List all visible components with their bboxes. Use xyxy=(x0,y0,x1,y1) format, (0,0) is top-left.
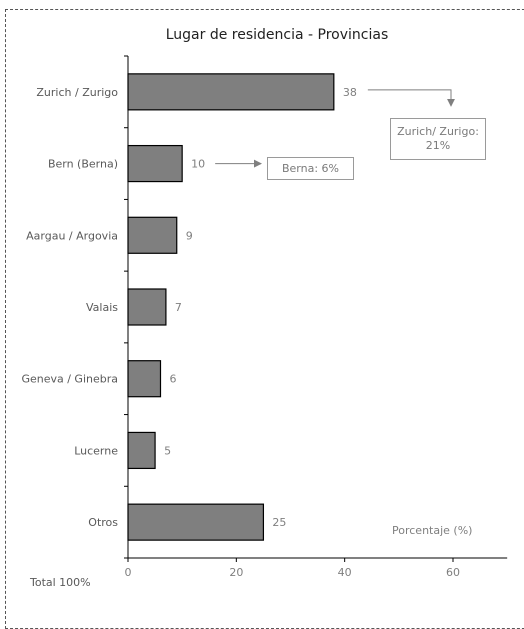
x-tick-label: 0 xyxy=(125,566,132,579)
bar xyxy=(127,503,265,541)
bar xyxy=(127,216,178,254)
category-label: Zurich / Zurigo xyxy=(36,86,118,99)
category-label: Aargau / Argovia xyxy=(26,229,118,242)
category-label: Bern (Berna) xyxy=(48,158,118,171)
callout-zurich-line2: 21% xyxy=(425,139,451,152)
data-label: 25 xyxy=(272,516,286,529)
callout-zurich-arrow xyxy=(367,89,455,107)
bar xyxy=(127,431,156,470)
category-label: Lucerne xyxy=(74,444,118,457)
bar xyxy=(127,360,162,398)
data-label: 6 xyxy=(170,373,177,386)
data-label: 5 xyxy=(164,444,171,457)
bar xyxy=(127,144,183,183)
data-label: 10 xyxy=(191,158,205,171)
x-tick-label: 40 xyxy=(338,566,352,579)
category-label: Otros xyxy=(88,516,118,529)
bar-chart: 0 20 40 60 Zurich / Zurigo 38 Bern (Berna) 10 Aa… xyxy=(21,55,508,579)
chart-title: Lugar de residencia - Provincias xyxy=(165,27,389,43)
x-tick-label: 20 xyxy=(229,566,243,579)
data-label: 38 xyxy=(343,86,357,99)
bar xyxy=(127,288,167,326)
x-axis-label: Porcentaje (%) xyxy=(392,524,473,537)
x-tick-label: 60 xyxy=(446,566,460,579)
data-label: 9 xyxy=(186,229,193,242)
callout-zurich-line1: Zurich/ Zurigo: xyxy=(397,125,479,138)
callout-berna: Berna: 6% xyxy=(267,157,354,180)
category-label: Valais xyxy=(86,301,118,314)
category-label: Geneva / Ginebra xyxy=(21,373,118,386)
data-label: 7 xyxy=(175,301,182,314)
bar xyxy=(127,73,335,111)
total-footnote: Total 100% xyxy=(30,576,91,589)
callout-berna-text: Berna: 6% xyxy=(281,162,339,175)
callout-zurich: Zurich/ Zurigo: 21% xyxy=(390,118,486,160)
